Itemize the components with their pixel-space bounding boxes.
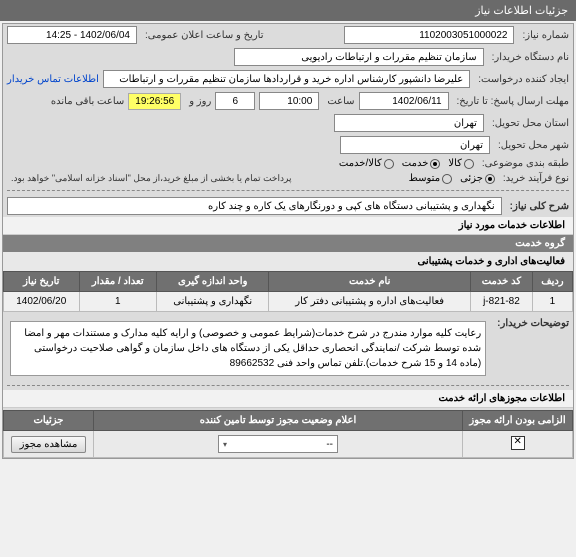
radio-goods[interactable]: کالا — [448, 158, 474, 169]
auth-details-cell: مشاهده مجوز — [4, 431, 94, 458]
subject-class-group: کالا خدمت کالا/خدمت — [339, 158, 474, 169]
deadline-date: 1402/06/11 — [359, 92, 449, 110]
status-select-value: -- — [326, 439, 333, 450]
view-auth-button[interactable]: مشاهده مجوز — [11, 436, 87, 453]
time-label: ساعت — [323, 96, 354, 107]
page-title: جزئیات اطلاعات نیاز — [0, 0, 576, 21]
creator-value: علیرضا دانشپور کارشناس اداره خرید و قرار… — [103, 70, 470, 88]
days-and-label: روز و — [185, 96, 211, 107]
th-code: کد خدمت — [471, 272, 533, 292]
auth-required-cell — [463, 431, 573, 458]
main-info-panel: شماره نیاز: 1102003051000022 تاریخ و ساع… — [2, 23, 574, 459]
radio-medium[interactable]: متوسط — [409, 173, 452, 184]
group-header: گروه خدمت — [3, 235, 573, 252]
general-title-value: نگهداری و پشتیبانی دستگاه های کپی و دورن… — [7, 197, 502, 215]
th-name: نام خدمت — [269, 272, 471, 292]
buyer-org-label: نام دستگاه خریدار: — [488, 52, 569, 63]
required-checkbox[interactable] — [511, 436, 525, 450]
deadline-label: مهلت ارسال پاسخ: تا تاریخ: — [453, 96, 569, 107]
radio-minor-label: جزئی — [460, 173, 483, 184]
services-info-header: اطلاعات خدمات مورد نیاز — [3, 217, 573, 235]
auth-row: -- مشاهده مجوز — [4, 431, 573, 458]
radio-goods-label: کالا — [448, 158, 462, 169]
td-name: فعالیت‌های اداره و پشتیبانی دفتر کار — [269, 292, 471, 312]
general-title-label: شرح کلی نیاز: — [506, 201, 569, 212]
th-unit: واحد اندازه گیری — [157, 272, 269, 292]
process-type-label: نوع فرآیند خرید: — [499, 173, 569, 184]
delivery-city: تهران — [340, 136, 490, 154]
buyer-contact-link[interactable]: اطلاعات تماس خریدار — [7, 74, 99, 85]
buyer-notes: رعایت کلیه موارد مندرج در شرح خدمات(شرای… — [10, 321, 486, 376]
auth-th-status: اعلام وضعیت مجوز توسط تامین کننده — [94, 411, 463, 431]
table-row: 1 j-821-82 فعالیت‌های اداره و پشتیبانی د… — [4, 292, 573, 312]
td-date: 1402/06/20 — [4, 292, 80, 312]
days-remaining: 6 — [215, 92, 255, 110]
delivery-city-label: شهر محل تحویل: — [494, 140, 569, 151]
td-code: j-821-82 — [471, 292, 533, 312]
td-qty: 1 — [79, 292, 157, 312]
th-row: ردیف — [532, 272, 572, 292]
td-unit: نگهداری و پشتیبانی — [157, 292, 269, 312]
radio-both[interactable]: کالا/خدمت — [339, 158, 394, 169]
auth-th-details: جزئیات — [4, 411, 94, 431]
need-number-value: 1102003051000022 — [344, 26, 514, 44]
process-note: پرداخت تمام یا بخشی از مبلغ خرید،از محل … — [7, 173, 291, 184]
radio-medium-label: متوسط — [409, 173, 440, 184]
radio-both-label: کالا/خدمت — [339, 158, 382, 169]
deadline-time: 10:00 — [259, 92, 319, 110]
delivery-province-label: استان محل تحویل: — [488, 118, 569, 129]
group-name: فعالیت‌های اداری و خدمات پشتیبانی — [3, 252, 573, 271]
services-table: ردیف کد خدمت نام خدمت واحد اندازه گیری ت… — [3, 271, 573, 312]
delivery-province: تهران — [334, 114, 484, 132]
radio-service[interactable]: خدمت — [402, 158, 441, 169]
announce-label: تاریخ و ساعت اعلان عمومی: — [141, 30, 264, 41]
time-remaining: 19:26:56 — [128, 93, 181, 110]
status-select[interactable]: -- — [218, 435, 338, 453]
radio-minor[interactable]: جزئی — [460, 173, 495, 184]
remaining-label: ساعت باقی مانده — [47, 96, 124, 107]
need-number-label: شماره نیاز: — [518, 30, 569, 41]
th-date: تاریخ نیاز — [4, 272, 80, 292]
process-type-group: جزئی متوسط — [409, 173, 495, 184]
radio-service-label: خدمت — [402, 158, 429, 169]
auth-th-required: الزامی بودن ارائه مجوز — [463, 411, 573, 431]
subject-class-label: طبقه بندی موضوعی: — [478, 158, 569, 169]
auth-table: الزامی بودن ارائه مجوز اعلام وضعیت مجوز … — [3, 410, 573, 458]
auth-section-title: اطلاعات مجوزهای ارائه خدمت — [3, 390, 573, 408]
announce-value: 1402/06/04 - 14:25 — [7, 26, 137, 44]
td-row: 1 — [532, 292, 572, 312]
creator-label: ایجاد کننده درخواست: — [474, 74, 569, 85]
buyer-org-value: سازمان تنظیم مقررات و ارتباطات رادیویی — [234, 48, 484, 66]
th-qty: تعداد / مقدار — [79, 272, 157, 292]
auth-status-cell: -- — [94, 431, 463, 458]
buyer-notes-label: توضیحات خریدار: — [493, 318, 569, 329]
